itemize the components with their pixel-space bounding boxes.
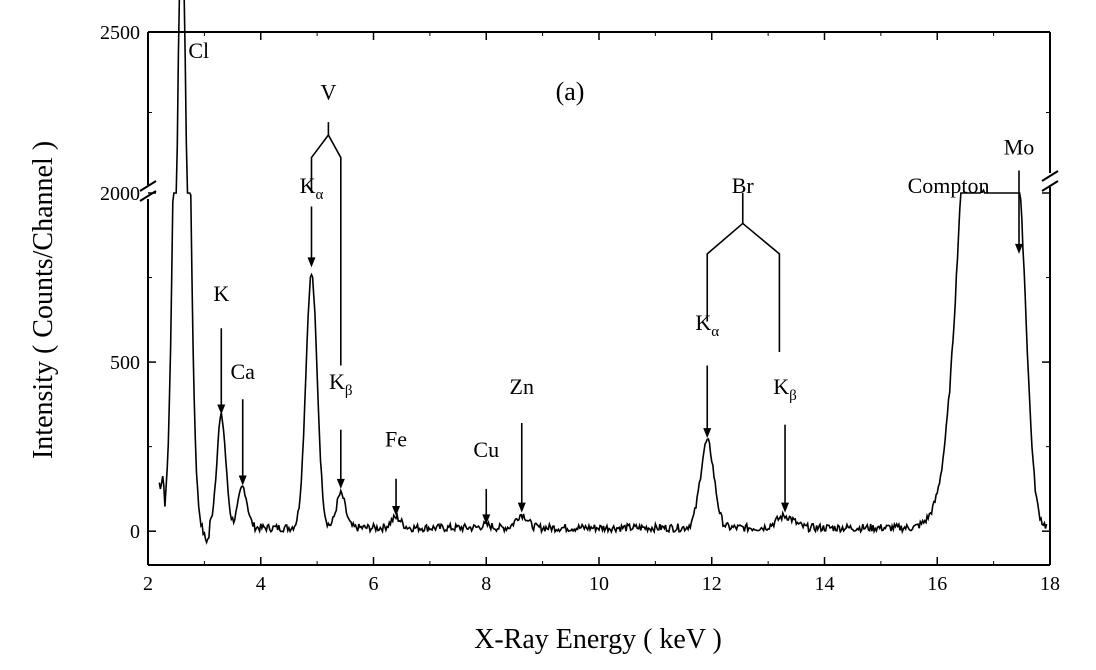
br-kb-arrow-head: [781, 502, 790, 513]
annotation-0: Cl: [188, 38, 209, 63]
axis-break-left-a: [139, 180, 157, 192]
cu-arrow-head: [482, 514, 491, 525]
annotation-1: V: [320, 80, 336, 105]
y-tick-label-2000: 2000: [100, 183, 140, 205]
mo-arrow-head: [1014, 243, 1023, 254]
v-bracket-right: [327, 134, 342, 366]
annotation-12: Compton: [908, 173, 990, 198]
x-tick-label-10: 10: [589, 573, 609, 595]
annotation-6: Fe: [385, 427, 407, 452]
panel-label: (a): [556, 77, 585, 106]
annotation-10: Kα: [695, 310, 719, 340]
x-tick-label-16: 16: [927, 573, 947, 595]
axis-break-right-a: [1041, 170, 1059, 182]
spectrum-line: [158, 0, 1048, 545]
annotation-3: Ca: [230, 359, 255, 384]
x-axis-title: X-Ray Energy ( keV ): [474, 624, 722, 655]
fe-arrow-head: [392, 505, 401, 516]
x-tick-label-12: 12: [702, 573, 722, 595]
annotation-9: Br: [732, 173, 755, 198]
axis-break-right-b: [1041, 180, 1059, 192]
br-bracket-right: [742, 222, 781, 352]
v-ka-arrow-head: [307, 257, 316, 268]
x-tick-label-6: 6: [369, 573, 379, 595]
x-tick-label-2: 2: [143, 573, 153, 595]
zn-arrow-head: [517, 502, 526, 513]
annotation-8: Zn: [510, 374, 534, 399]
x-tick-label-4: 4: [256, 573, 266, 595]
v-kb-arrow-head: [336, 478, 345, 489]
series-layer: [158, 0, 1048, 545]
y-tick-label-2500: 2500: [100, 22, 140, 44]
annotation-2: K: [213, 281, 229, 306]
annotation-layer: Cl V K Ca Kα Kβ Fe Cu Zn Br Kα Kβ Compton Mo: [188, 38, 1034, 462]
ca-arrow-head: [238, 475, 247, 486]
annotation-4: Kα: [300, 173, 324, 203]
x-tick-label-14: 14: [815, 573, 835, 595]
annotation-5: Kβ: [329, 369, 353, 399]
y-tick-label-500: 500: [110, 352, 140, 374]
y-tick-label-0: 0: [130, 521, 140, 543]
arrow-layer: [217, 122, 1023, 525]
tick-layer: 2 4 6 8 10 12 14 16 18 0 500 2000 2500: [100, 22, 1060, 595]
annotation-11: Kβ: [773, 374, 797, 404]
v-bracket-left: [310, 122, 330, 193]
y-axis-title: Intensity ( Counts/Channel ): [28, 141, 59, 459]
plot-frame: [139, 31, 1059, 566]
annotation-13: Mo: [1004, 134, 1035, 159]
br-bracket-left: [706, 193, 744, 322]
x-tick-label-8: 8: [481, 573, 491, 595]
br-ka-arrow-head: [703, 428, 712, 439]
x-tick-label-18: 18: [1040, 573, 1060, 595]
k-arrow-head: [217, 404, 226, 415]
annotation-7: Cu: [473, 437, 499, 462]
